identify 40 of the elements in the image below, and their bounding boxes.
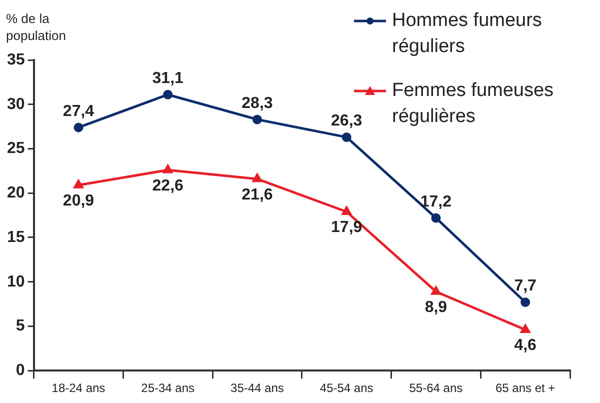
legend-label: Femmes fumeuses régulières (392, 79, 555, 129)
y-tick-label: 10 (7, 273, 25, 290)
data-label: 4,6 (514, 337, 537, 354)
data-label: 28,3 (242, 94, 273, 112)
point (163, 164, 173, 174)
data-label: 20,9 (62, 192, 94, 210)
point (163, 90, 173, 100)
data-label: 7,7 (514, 278, 537, 295)
y-tick-label: 5 (16, 318, 25, 335)
data-label: 22,6 (152, 177, 184, 194)
data-label: 31,1 (152, 70, 184, 88)
x-tick-label: 65 ans et + (495, 381, 556, 396)
data-label: 8,9 (424, 299, 448, 316)
point (74, 122, 84, 132)
x-tick-label: 18-24 ans (52, 381, 106, 396)
x-tick-label: 25-34 ans (141, 381, 195, 396)
x-tick-label: 55-64 ans (409, 381, 463, 396)
y-tick-label: 20 (7, 184, 25, 202)
y-tick-label: 15 (7, 228, 25, 246)
y-tick-label: 35 (7, 51, 25, 68)
data-label: 17,9 (331, 219, 362, 236)
data-label: 21,6 (242, 186, 273, 204)
point (431, 213, 441, 223)
y-axis-title: % de la population (6, 10, 67, 44)
data-label: 27,4 (62, 102, 94, 120)
data-label: 17,2 (420, 193, 452, 210)
x-tick-label: 45-54 ans (320, 381, 374, 396)
x-tick-label: 35-44 ans (230, 381, 284, 396)
point (431, 286, 441, 295)
point (520, 298, 530, 308)
point (520, 324, 530, 334)
y-tick-label: 25 (7, 140, 25, 158)
point (252, 114, 262, 124)
y-tick-label: 0 (16, 362, 25, 380)
legend-label: Hommes fumeurs réguliers (392, 9, 543, 59)
data-label: 26,3 (331, 112, 362, 130)
point (74, 180, 84, 188)
point (342, 132, 352, 142)
y-tick-label: 30 (7, 96, 25, 113)
point (342, 206, 352, 215)
